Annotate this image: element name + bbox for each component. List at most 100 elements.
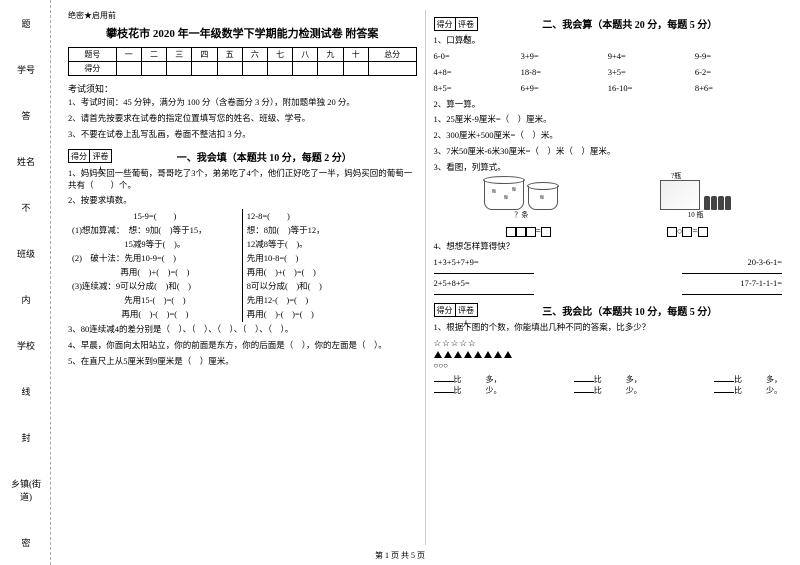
question: 1、口算题。 [434, 35, 783, 47]
split-panel: 15-9=( ) (1)想加算减： 想：9加( )等于15， 15减9等于( )… [68, 209, 417, 322]
sub-question: 2、300厘米+500厘米=（ ）米。 [434, 130, 783, 142]
score-cell: 得分 [434, 17, 456, 31]
eq: 12-8=( ) [247, 211, 413, 223]
answer-line [434, 294, 783, 295]
eq: 先用12-( )=( ) [247, 295, 413, 307]
side-label-class: 班级 [17, 247, 35, 260]
eq: 先用15-( )=( ) [72, 295, 238, 307]
eq-pair: 2+5+8+5=17-7-1-1-1= [434, 278, 783, 290]
th: 六 [242, 48, 267, 62]
th: 四 [192, 48, 217, 62]
th: 七 [267, 48, 292, 62]
fold-line [50, 0, 51, 565]
question: 2、按要求填数。 [68, 195, 417, 207]
eq-pair: 1+3+5+7+9=20-3-6-1= [434, 257, 783, 269]
bottles-icon [704, 196, 731, 210]
th: 题号 [69, 48, 117, 62]
margin-note: 不 [21, 201, 30, 214]
stars-row: ☆☆☆☆☆ [434, 338, 783, 350]
score-cell: 得分 [434, 303, 456, 317]
question: 3、看图，列算式。 [434, 162, 783, 174]
fishbowl-icon: ≋ ≋ ≋ [484, 180, 524, 210]
th: 三 [167, 48, 192, 62]
margin-note: 密 [21, 536, 30, 549]
notice-line: 1、考试时间：45 分钟，满分为 100 分（含卷面分 3 分），附加题单独 2… [68, 97, 417, 109]
page-body: 绝密★启用前 攀枝花市 2020 年一年级数学下学期能力检测试卷 附答案 题号 … [60, 10, 790, 545]
score-cell: 评卷人 [90, 149, 112, 163]
arith-row: 6-0=3+9=9+4=9-9= [434, 51, 783, 63]
section2-title: 二、我会算（本题共 20 分，每题 5 分） [478, 16, 783, 31]
page-footer: 第 1 页 共 5 页 [0, 550, 800, 561]
section-scorebox: 得分 评卷人 三、我会比（本题共 10 分，每题 5 分） [434, 301, 783, 320]
th: 九 [318, 48, 343, 62]
eq: 再用( )+( )=( ) [72, 267, 238, 279]
section1-title: 一、我会填（本题共 10 分，每题 2 分） [112, 149, 417, 164]
score-cell: 得分 [68, 149, 90, 163]
eq: 再用( )-( )=( ) [72, 309, 238, 321]
side-label-town: 乡镇(街道) [6, 477, 46, 503]
eq: 先用10-8=( ) [247, 253, 413, 265]
eq: 想：8加( )等于12， [247, 225, 413, 237]
score-cell: 评卷人 [456, 17, 478, 31]
right-column: 得分 评卷人 二、我会算（本题共 20 分，每题 5 分） 1、口算题。 6-0… [426, 10, 791, 545]
question: 1、妈妈买回一些葡萄，哥哥吃了3个，弟弟吃了4个，他们正好吃了一半，妈妈买回的葡… [68, 168, 417, 192]
th: 总分 [368, 48, 416, 62]
th: 五 [217, 48, 242, 62]
figure-label: ？条 [484, 210, 558, 220]
fishbowl-icon: ≋ [528, 186, 558, 210]
box-icon [660, 180, 700, 210]
side-label-name: 姓名 [17, 155, 35, 168]
question: 4、想想怎样算得快？ [434, 241, 783, 253]
eq: (2) 破十法：先用10-9=( ) [72, 253, 238, 265]
equation-row: = ○= [434, 226, 783, 237]
td: 得分 [69, 62, 117, 76]
figure-row: ≋ ≋ ≋ ≋ ？条 10 瓶 [434, 180, 783, 220]
left-column: 绝密★启用前 攀枝花市 2020 年一年级数学下学期能力检测试卷 附答案 题号 … [60, 10, 426, 545]
arith-row: 8+5=6+9=16-10=8+6= [434, 83, 783, 95]
question: 5、在直尺上从5厘米到9厘米是（ ）厘米。 [68, 356, 417, 368]
margin-note: 题 [21, 17, 30, 30]
eq: 再用( )+( )=( ) [247, 267, 413, 279]
question: 3、80连续减4的差分别是（ ）、（ ）、（ ）、（ ）、（ ）。 [68, 324, 417, 336]
notice-line: 3、不要在试卷上乱写乱画，卷面不整洁扣 3 分。 [68, 129, 417, 141]
section3-title: 三、我会比（本题共 10 分，每题 5 分） [478, 303, 783, 318]
arith-row: 4+8=18-8=3+5=6-2= [434, 67, 783, 79]
table-row: 题号 一 二 三 四 五 六 七 八 九 十 总分 [69, 48, 417, 62]
score-table: 题号 一 二 三 四 五 六 七 八 九 十 总分 得分 [68, 47, 417, 76]
eq: 8可以分成( )和( ) [247, 281, 413, 293]
compare-row: 比 少。 比 少。 比 少。 [434, 385, 783, 396]
margin-note: 封 [21, 431, 30, 444]
exam-title: 攀枝花市 2020 年一年级数学下学期能力检测试卷 附答案 [68, 25, 417, 41]
compare-row: 比 多， 比 多， 比 多， [434, 374, 783, 385]
sub-question: 1、25厘米-9厘米=（ ）厘米。 [434, 114, 783, 126]
section-scorebox: 得分 评卷人 一、我会填（本题共 10 分，每题 2 分） [68, 147, 417, 166]
section-scorebox: 得分 评卷人 二、我会算（本题共 20 分，每题 5 分） [434, 14, 783, 33]
side-label-school: 学校 [17, 339, 35, 352]
eq: 再用( )-( )=( ) [247, 309, 413, 321]
binding-side-labels: 题 学号 答 姓名 不 班级 内 学校 线 封 乡镇(街道) 密 [6, 0, 46, 565]
margin-note: 答 [21, 109, 30, 122]
secret-label: 绝密★启用前 [68, 10, 417, 21]
notice-header: 考试须知： [68, 82, 417, 95]
th: 八 [293, 48, 318, 62]
eq: (3)连续减：9可以分成( )和( ) [72, 281, 238, 293]
eq: 12减8等于( )。 [247, 239, 413, 251]
margin-note: 内 [21, 293, 30, 306]
question: 2、算一算。 [434, 99, 783, 111]
sub-question: 3、7米50厘米-6米30厘米=（ ）米（ ）厘米。 [434, 146, 783, 158]
question: 1、根据下图的个数，你能填出几种不同的答案，比多少？ [434, 322, 783, 334]
th: 二 [141, 48, 166, 62]
th: 一 [116, 48, 141, 62]
answer-line [434, 273, 783, 274]
notice-line: 2、请首先按要求在试卷的指定位置填写您的姓名、班级、学号。 [68, 113, 417, 125]
margin-note: 线 [21, 385, 30, 398]
eq: (1)想加算减： 想：9加( )等于15， [72, 225, 238, 237]
figure-label: 10 瓶 [660, 210, 731, 220]
eq: 15-9=( ) [72, 211, 238, 223]
side-label-studentno: 学号 [17, 63, 35, 76]
eq: 15减9等于( )。 [72, 239, 238, 251]
question: 4、早晨，你面向太阳站立，你的前面是东方，你的后面是（ ），你的左面是（ ）。 [68, 340, 417, 352]
score-cell: 评卷人 [456, 303, 478, 317]
triangles-row [434, 351, 783, 358]
th: 十 [343, 48, 368, 62]
